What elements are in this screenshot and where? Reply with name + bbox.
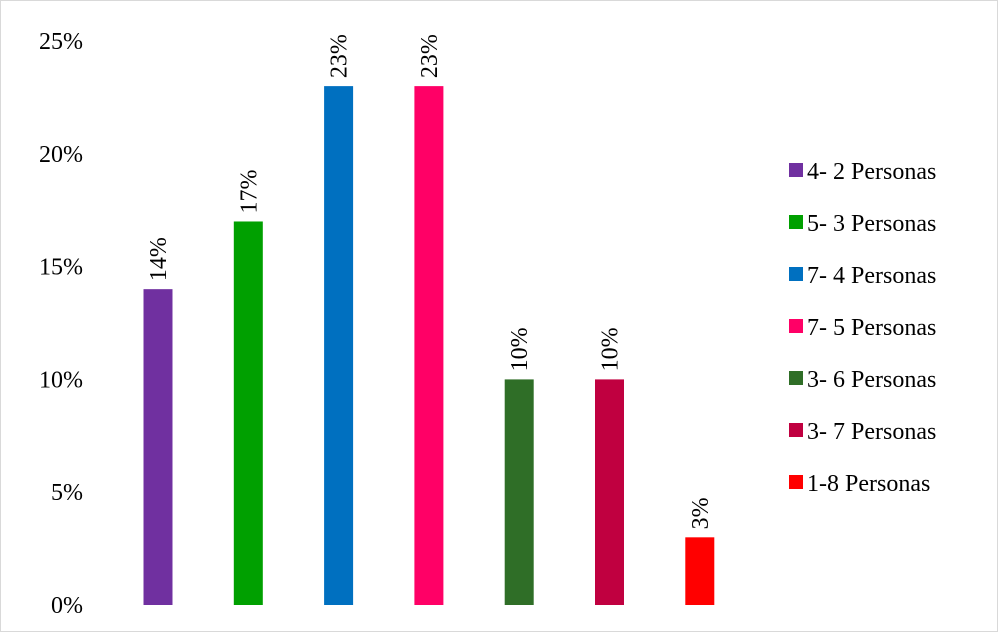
data-label: 10% — [507, 327, 533, 371]
legend-label: 7- 5 Personas — [807, 315, 936, 341]
y-axis: 0% 5% 10% 15% 20% 25% — [39, 29, 83, 619]
legend-label: 5- 3 Personas — [807, 211, 936, 237]
legend-label: 7- 4 Personas — [807, 263, 936, 289]
data-label: 23% — [327, 34, 353, 78]
legend-swatch — [789, 319, 803, 333]
legend-label: 1-8 Personas — [807, 471, 930, 497]
legend-label: 3- 6 Personas — [807, 367, 936, 393]
bars — [143, 86, 715, 606]
legend-swatch — [789, 163, 803, 177]
bar — [324, 86, 354, 606]
data-label: 23% — [417, 34, 443, 78]
legend-swatch — [789, 475, 803, 489]
data-label: 10% — [598, 327, 624, 371]
y-tick-label: 0% — [51, 593, 83, 619]
bar — [595, 379, 624, 605]
legend-label: 4- 2 Personas — [807, 159, 936, 185]
legend-swatch — [789, 215, 803, 229]
y-tick-label: 20% — [39, 142, 83, 168]
legend-swatch — [789, 423, 803, 437]
legend-swatch — [789, 371, 803, 385]
legend: 4- 2 Personas 5- 3 Personas 7- 4 Personas 7… — [789, 159, 936, 497]
y-tick-label: 10% — [39, 367, 83, 393]
legend-swatch — [789, 267, 803, 281]
bar — [504, 379, 534, 605]
data-label: 17% — [236, 169, 262, 213]
data-label: 14% — [146, 237, 172, 281]
data-labels: 14% 17% 23% 23% 10% 10% 3% — [146, 34, 714, 529]
data-label: 3% — [688, 497, 714, 529]
bar — [143, 289, 173, 605]
bar — [233, 221, 263, 606]
y-tick-label: 15% — [39, 255, 83, 281]
legend-label: 3- 7 Personas — [807, 419, 936, 445]
y-tick-label: 25% — [39, 29, 83, 55]
y-tick-label: 5% — [51, 480, 83, 506]
bar — [685, 537, 715, 605]
bar — [414, 86, 444, 606]
